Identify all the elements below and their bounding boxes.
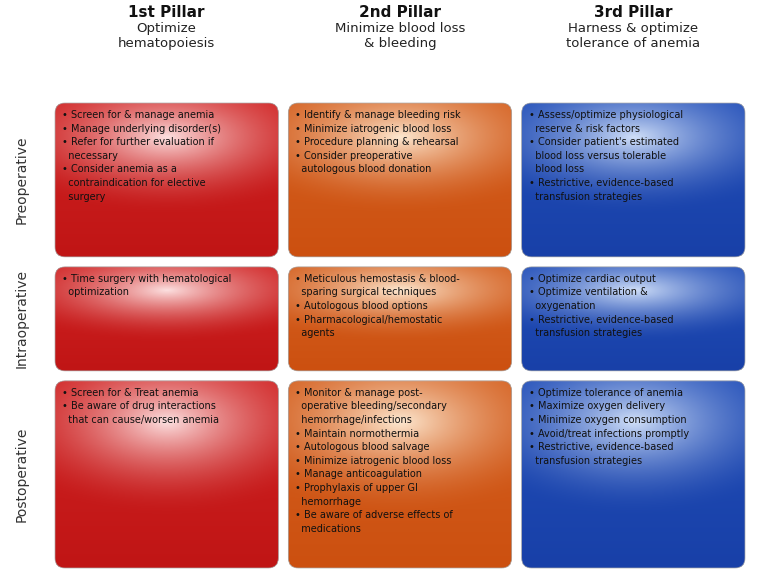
Text: Postoperative: Postoperative [15, 427, 29, 522]
FancyBboxPatch shape [288, 267, 512, 371]
Text: • Screen for & manage anemia
• Manage underlying disorder(s)
• Refer for further: • Screen for & manage anemia • Manage un… [62, 110, 221, 201]
Text: 1st Pillar: 1st Pillar [128, 5, 205, 20]
Text: 2nd Pillar: 2nd Pillar [359, 5, 441, 20]
Text: • Assess/optimize physiological
  reserve & risk factors
• Consider patient's es: • Assess/optimize physiological reserve … [528, 110, 683, 201]
Text: Minimize blood loss
& bleeding: Minimize blood loss & bleeding [335, 22, 465, 50]
Text: • Optimize tolerance of anemia
• Maximize oxygen delivery
• Minimize oxygen cons: • Optimize tolerance of anemia • Maximiz… [528, 388, 689, 466]
FancyBboxPatch shape [522, 267, 745, 371]
FancyBboxPatch shape [288, 381, 512, 568]
Text: 3rd Pillar: 3rd Pillar [594, 5, 672, 20]
FancyBboxPatch shape [55, 103, 278, 257]
Text: • Identify & manage bleeding risk
• Minimize iatrogenic blood loss
• Procedure p: • Identify & manage bleeding risk • Mini… [296, 110, 461, 174]
FancyBboxPatch shape [522, 103, 745, 257]
Text: • Time surgery with hematological
  optimization: • Time surgery with hematological optimi… [62, 274, 231, 298]
Text: Optimize
hematopoiesis: Optimize hematopoiesis [118, 22, 215, 50]
Text: Preoperative: Preoperative [15, 136, 29, 224]
FancyBboxPatch shape [522, 381, 745, 568]
FancyBboxPatch shape [55, 267, 278, 371]
Text: Intraoperative: Intraoperative [15, 269, 29, 368]
FancyBboxPatch shape [288, 103, 512, 257]
Text: Harness & optimize
tolerance of anemia: Harness & optimize tolerance of anemia [566, 22, 700, 50]
Text: • Screen for & Treat anemia
• Be aware of drug interactions
  that can cause/wor: • Screen for & Treat anemia • Be aware o… [62, 388, 219, 425]
FancyBboxPatch shape [55, 381, 278, 568]
Text: • Monitor & manage post-
  operative bleeding/secondary
  hemorrhage/infections
: • Monitor & manage post- operative bleed… [296, 388, 453, 534]
Text: • Optimize cardiac output
• Optimize ventilation &
  oxygenation
• Restrictive, : • Optimize cardiac output • Optimize ven… [528, 274, 673, 338]
Text: • Meticulous hemostasis & blood-
  sparing surgical techniques
• Autologous bloo: • Meticulous hemostasis & blood- sparing… [296, 274, 460, 338]
